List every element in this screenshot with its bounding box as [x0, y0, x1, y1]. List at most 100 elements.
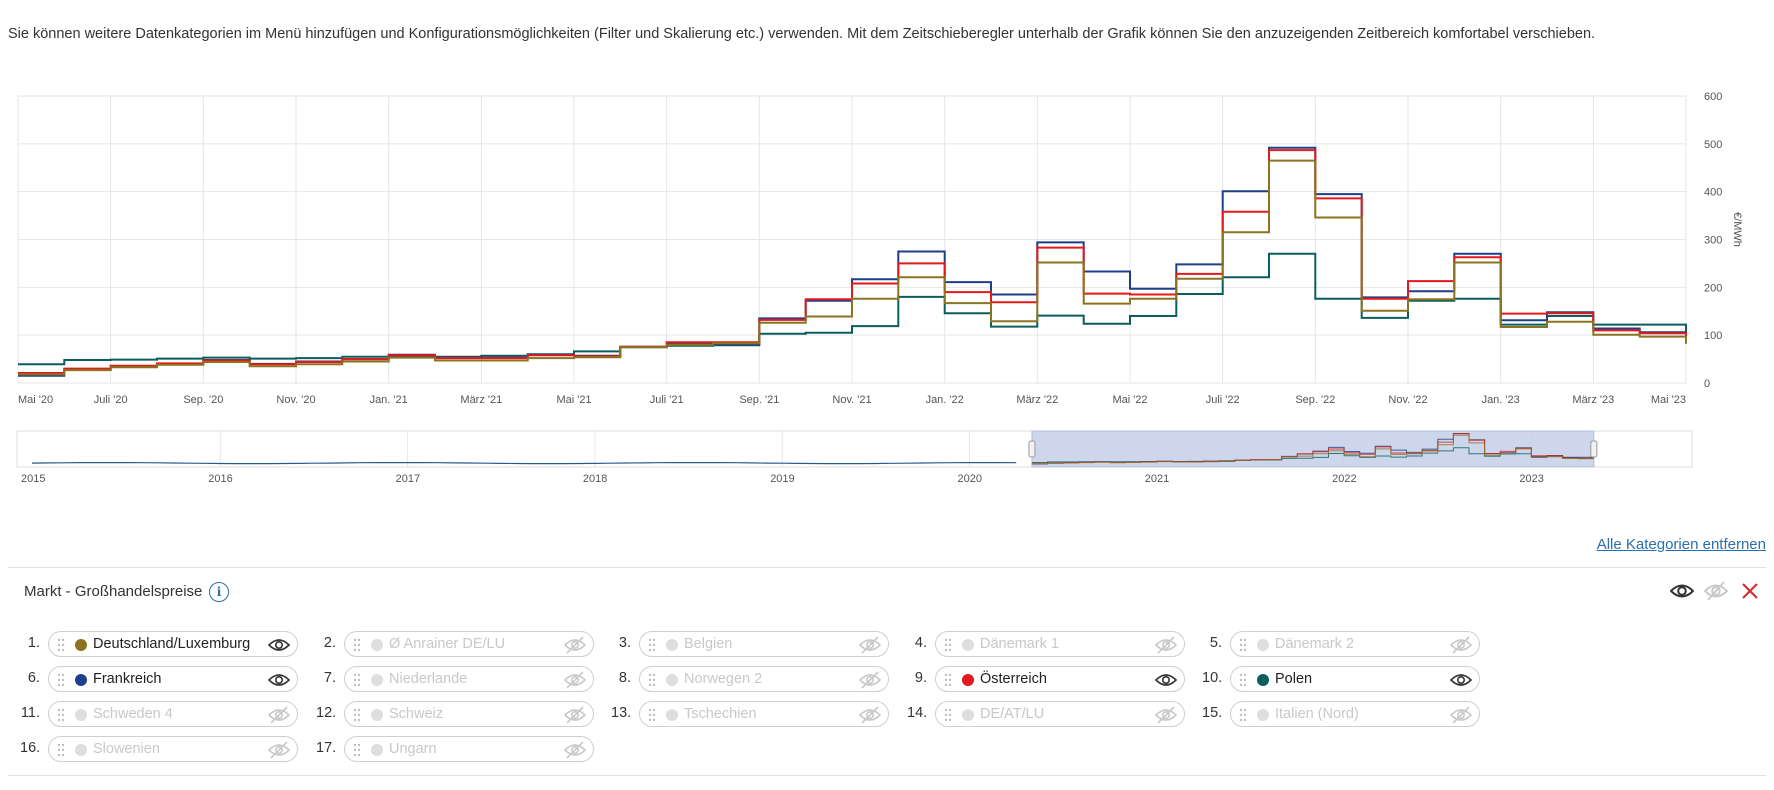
category-pill[interactable]: DE/AT/LU: [935, 701, 1185, 727]
close-icon[interactable]: [1738, 580, 1762, 602]
eye-icon[interactable]: [267, 670, 291, 690]
series-color-dot: [371, 709, 383, 721]
x-tick-label: Jan. '21: [370, 394, 408, 406]
drag-handle-icon[interactable]: [353, 673, 361, 687]
drag-handle-icon[interactable]: [57, 638, 65, 652]
y-tick-label: 100: [1704, 330, 1722, 342]
drag-handle-icon[interactable]: [1239, 638, 1247, 652]
category-pill[interactable]: Deutschland/Luxemburg: [48, 631, 298, 657]
category-index: 8.: [618, 670, 631, 686]
category-pill[interactable]: Schweden 4: [48, 701, 298, 727]
drag-handle-icon[interactable]: [353, 743, 361, 757]
drag-handle-icon[interactable]: [648, 673, 656, 687]
category-label: Italien (Nord): [1275, 706, 1359, 722]
x-tick-label: Juli '22: [1206, 394, 1240, 406]
category-pill[interactable]: Slowenien: [48, 736, 298, 762]
eye-slash-icon[interactable]: [858, 705, 882, 725]
series-color-dot: [666, 709, 678, 721]
category-pill[interactable]: Dänemark 2: [1230, 631, 1480, 657]
category-pill[interactable]: Ø Anrainer DE/LU: [344, 631, 594, 657]
info-icon[interactable]: i: [209, 582, 229, 602]
x-tick-label: Nov. '21: [832, 394, 871, 406]
drag-handle-icon[interactable]: [944, 638, 952, 652]
drag-handle-icon[interactable]: [944, 708, 952, 722]
category-pill[interactable]: Norwegen 2: [639, 666, 889, 692]
eye-slash-icon[interactable]: [267, 740, 291, 760]
category-item: 4. Dänemark 1: [887, 631, 1187, 657]
category-pill[interactable]: Niederlande: [344, 666, 594, 692]
eye-slash-icon[interactable]: [563, 670, 587, 690]
category-pill[interactable]: Österreich: [935, 666, 1185, 692]
drag-handle-icon[interactable]: [353, 638, 361, 652]
category-item: 15. Italien (Nord): [1182, 701, 1482, 727]
eye-slash-icon[interactable]: [267, 705, 291, 725]
category-index: 13.: [611, 705, 632, 721]
eye-slash-icon[interactable]: [1154, 635, 1178, 655]
series-line-1[interactable]: [18, 159, 1687, 376]
category-pill[interactable]: Schweiz: [344, 701, 594, 727]
eye-icon[interactable]: [1154, 670, 1178, 690]
category-item: 6. Frankreich: [0, 666, 300, 692]
drag-handle-icon[interactable]: [57, 743, 65, 757]
drag-handle-icon[interactable]: [1239, 673, 1247, 687]
eye-slash-icon[interactable]: [1154, 705, 1178, 725]
category-index: 6.: [27, 670, 40, 686]
x-tick-label: Mai '21: [556, 394, 591, 406]
category-index: 9.: [914, 670, 927, 686]
eye-icon[interactable]: [1449, 670, 1473, 690]
drag-handle-icon[interactable]: [648, 638, 656, 652]
eye-slash-icon[interactable]: [563, 705, 587, 725]
x-tick-label: Jan. '23: [1482, 394, 1520, 406]
eye-slash-icon[interactable]: [1449, 705, 1473, 725]
drag-handle-icon[interactable]: [648, 708, 656, 722]
category-item: 16. Slowenien: [0, 736, 300, 762]
category-pill[interactable]: Ungarn: [344, 736, 594, 762]
remove-all-categories-link[interactable]: Alle Kategorien entfernen: [1596, 536, 1766, 553]
drag-handle-icon[interactable]: [1239, 708, 1247, 722]
section-toolbar: [1670, 580, 1762, 602]
drag-handle-icon[interactable]: [353, 708, 361, 722]
category-index: 16.: [20, 740, 41, 756]
category-pill[interactable]: Belgien: [639, 631, 889, 657]
navigator-year-label: 2017: [396, 473, 420, 485]
x-tick-label: Mai '20: [18, 394, 53, 406]
category-label: Schweden 4: [93, 706, 173, 722]
category-label: Ungarn: [389, 741, 437, 757]
eye-slash-icon[interactable]: [858, 670, 882, 690]
category-pill[interactable]: Tschechien: [639, 701, 889, 727]
category-pill[interactable]: Italien (Nord): [1230, 701, 1480, 727]
eye-slash-icon[interactable]: [563, 635, 587, 655]
category-pill[interactable]: Polen: [1230, 666, 1480, 692]
hide-all-eye-slash-icon[interactable]: [1704, 580, 1728, 602]
category-item: 2. Ø Anrainer DE/LU: [296, 631, 596, 657]
eye-slash-icon[interactable]: [858, 635, 882, 655]
navigator-year-label: 2020: [958, 473, 982, 485]
x-tick-label: Juli '21: [650, 394, 684, 406]
category-pill[interactable]: Dänemark 1: [935, 631, 1185, 657]
category-item: 3. Belgien: [591, 631, 891, 657]
series-color-dot: [962, 674, 974, 686]
eye-slash-icon[interactable]: [563, 740, 587, 760]
category-index: 3.: [618, 635, 631, 651]
drag-handle-icon[interactable]: [57, 673, 65, 687]
x-tick-label: Sep. '20: [183, 394, 223, 406]
x-tick-label: Jan. '22: [926, 394, 964, 406]
time-navigator[interactable]: 2015 2016 2017 2018 2019 2020 2021 2022 2023: [0, 425, 1774, 490]
navigator-handle-left[interactable]: [1028, 440, 1036, 458]
drag-handle-icon[interactable]: [57, 708, 65, 722]
x-tick-label: Mai '23: [1651, 394, 1686, 406]
show-all-eye-icon[interactable]: [1670, 580, 1694, 602]
category-pill[interactable]: Frankreich: [48, 666, 298, 692]
y-tick-label: 300: [1704, 235, 1722, 247]
category-label: Dänemark 1: [980, 636, 1059, 652]
navigator-handle-right[interactable]: [1590, 440, 1598, 458]
navigator-selection[interactable]: [1031, 430, 1595, 468]
category-index: 4.: [914, 635, 927, 651]
category-label: Frankreich: [93, 671, 162, 687]
category-index: 17.: [316, 740, 337, 756]
eye-icon[interactable]: [267, 635, 291, 655]
navigator-series-1: [1031, 434, 1594, 465]
drag-handle-icon[interactable]: [944, 673, 952, 687]
eye-slash-icon[interactable]: [1449, 635, 1473, 655]
x-tick-label: Nov. '22: [1388, 394, 1427, 406]
